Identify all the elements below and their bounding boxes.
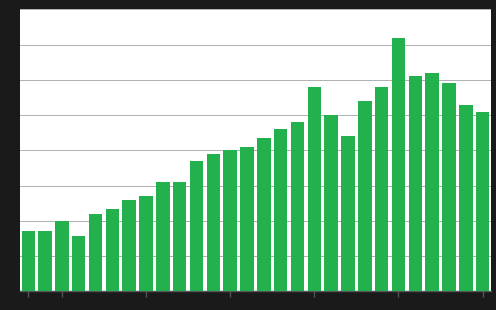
Bar [257, 138, 271, 291]
Bar [459, 104, 473, 291]
Bar [409, 76, 422, 291]
Bar [173, 182, 186, 291]
Bar [106, 209, 119, 291]
Bar [72, 237, 85, 291]
Bar [190, 161, 203, 291]
Bar [89, 214, 102, 291]
Bar [38, 231, 52, 291]
Bar [224, 150, 237, 291]
Bar [324, 115, 338, 291]
Bar [291, 122, 304, 291]
Bar [308, 87, 321, 291]
Bar [392, 38, 405, 291]
Bar [274, 129, 287, 291]
Bar [341, 136, 355, 291]
Bar [375, 87, 388, 291]
Bar [426, 73, 439, 291]
Bar [240, 147, 254, 291]
Bar [21, 232, 35, 291]
Bar [207, 154, 220, 291]
Bar [139, 196, 153, 291]
Bar [442, 83, 456, 291]
Bar [156, 182, 170, 291]
Bar [55, 221, 68, 291]
Bar [358, 101, 372, 291]
Bar [123, 200, 136, 291]
Bar [476, 112, 490, 291]
